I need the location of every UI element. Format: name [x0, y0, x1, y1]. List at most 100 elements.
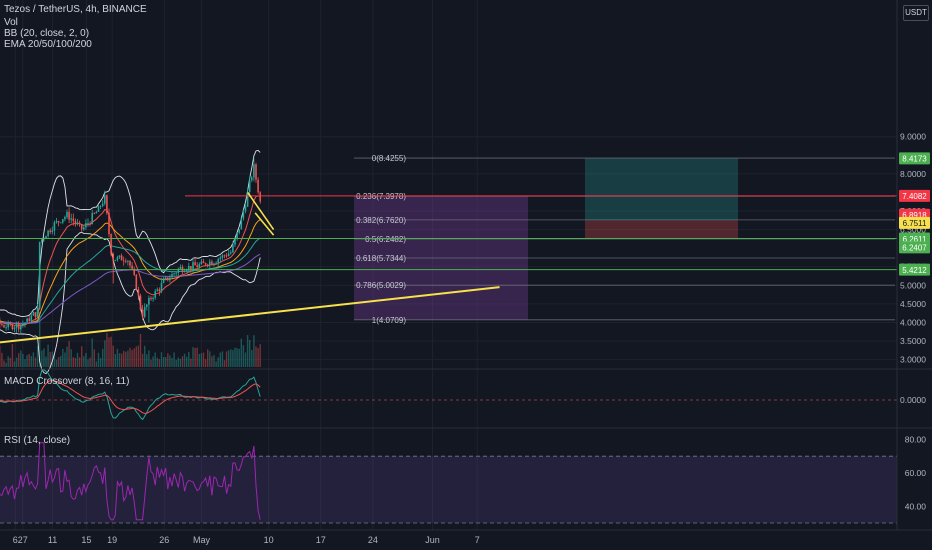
macd-line: [0, 369, 261, 421]
candle-body: [9, 323, 12, 325]
bb-legend: BB (20, close, 2, 0): [4, 28, 90, 39]
price-label-box: [899, 263, 930, 276]
currency-button[interactable]: USDT: [903, 5, 929, 21]
volume-bar: [242, 345, 245, 367]
volume-bar: [219, 352, 221, 367]
candle-body: [83, 227, 85, 230]
y-tick-label: 6.5000: [900, 225, 926, 235]
volume-bar: [97, 352, 100, 367]
y-tick-label: 3.0000: [900, 355, 926, 365]
candle-body: [5, 327, 7, 329]
price-label-box: [899, 152, 930, 165]
candle-body: [148, 297, 150, 305]
macd-tick-label: 0.0000: [900, 395, 926, 405]
volume-bar: [211, 356, 213, 367]
candle-body: [204, 263, 207, 265]
candle-body: [74, 220, 77, 224]
x-tick-label: Jun: [425, 535, 440, 545]
volume-bar: [236, 348, 238, 367]
candle-body: [131, 265, 133, 269]
fib-level-label: 0.236(7.3978): [356, 192, 406, 201]
candle-body: [0, 319, 1, 325]
volume-bar: [7, 356, 9, 367]
volume-bar: [62, 348, 64, 367]
volume-bar: [165, 357, 167, 367]
volume-bar: [152, 356, 154, 367]
candle-body: [242, 211, 245, 219]
volume-bar: [78, 357, 81, 367]
price-label: 5.4212: [902, 266, 927, 275]
volume-bar: [169, 355, 171, 367]
x-tick-label: 15: [81, 535, 91, 545]
candle-body: [244, 206, 247, 212]
volume-bar: [123, 350, 125, 367]
volume-bar: [3, 360, 5, 367]
candle-body: [53, 222, 56, 231]
candle-body: [192, 262, 194, 270]
candle-body: [257, 179, 259, 193]
volume-bar: [183, 353, 186, 367]
candle-body: [230, 252, 232, 254]
candlesticks: [0, 157, 261, 335]
candle-body: [206, 264, 209, 266]
candle-body: [24, 322, 26, 325]
volume-bar: [251, 350, 253, 367]
volume-bar: [249, 340, 251, 367]
candle-body: [106, 195, 108, 214]
candle-body: [47, 230, 49, 237]
candle-body: [215, 262, 217, 264]
volume-bar: [175, 360, 177, 367]
volume-bar: [196, 347, 198, 367]
volume-bar: [114, 354, 116, 367]
candle-body: [219, 257, 222, 260]
candle-body: [55, 221, 58, 223]
candle-body: [158, 289, 161, 291]
macd-signal-line: [0, 380, 261, 414]
candle-body: [196, 265, 198, 268]
volume-bar: [133, 348, 135, 367]
rsi-tick-label: 80.00: [905, 435, 927, 445]
volume-bar: [57, 356, 60, 367]
candle-body: [259, 192, 261, 202]
candle-body: [108, 213, 110, 235]
candle-body: [7, 323, 9, 328]
candle-body: [1, 324, 3, 326]
candle-body: [62, 219, 64, 223]
candle-body: [255, 164, 257, 180]
candle-body: [64, 217, 66, 220]
candle-body: [11, 324, 14, 329]
macd-pane: [0, 369, 897, 421]
candle-body: [135, 274, 138, 290]
volume-bar: [24, 359, 26, 367]
candle-body: [36, 308, 39, 317]
volume-bar: [93, 349, 95, 367]
price-label-box: [899, 241, 930, 254]
y-tick-label: 3.5000: [900, 336, 926, 346]
candle-body: [112, 254, 114, 261]
candle-body: [162, 279, 165, 283]
volume-bar: [204, 359, 207, 367]
volume-bar: [234, 347, 236, 367]
candle-body: [129, 261, 131, 266]
volume-bar: [158, 359, 161, 367]
x-tick-label: 7: [475, 535, 480, 545]
volume-bar: [60, 355, 62, 367]
volume-bar: [167, 353, 169, 367]
volume-bar: [259, 344, 261, 367]
volume-bar: [179, 358, 182, 367]
candle-body: [127, 261, 129, 262]
candle-body: [221, 255, 224, 258]
ema-200-line: [0, 253, 261, 324]
candle-body: [152, 297, 154, 300]
stop-loss-zone: [585, 220, 738, 239]
volume-bar: [148, 350, 150, 367]
price-label: 6.7511: [903, 219, 927, 228]
fib-level-label: 0.5(6.2482): [365, 235, 406, 244]
volume-bar: [253, 335, 255, 367]
volume-bar: [64, 352, 66, 367]
x-tick-label: 26: [159, 535, 169, 545]
fib-level-label: 0.618(5.7344): [356, 254, 406, 263]
price-label: 6.8918: [902, 211, 927, 220]
volume-bar: [213, 355, 215, 367]
